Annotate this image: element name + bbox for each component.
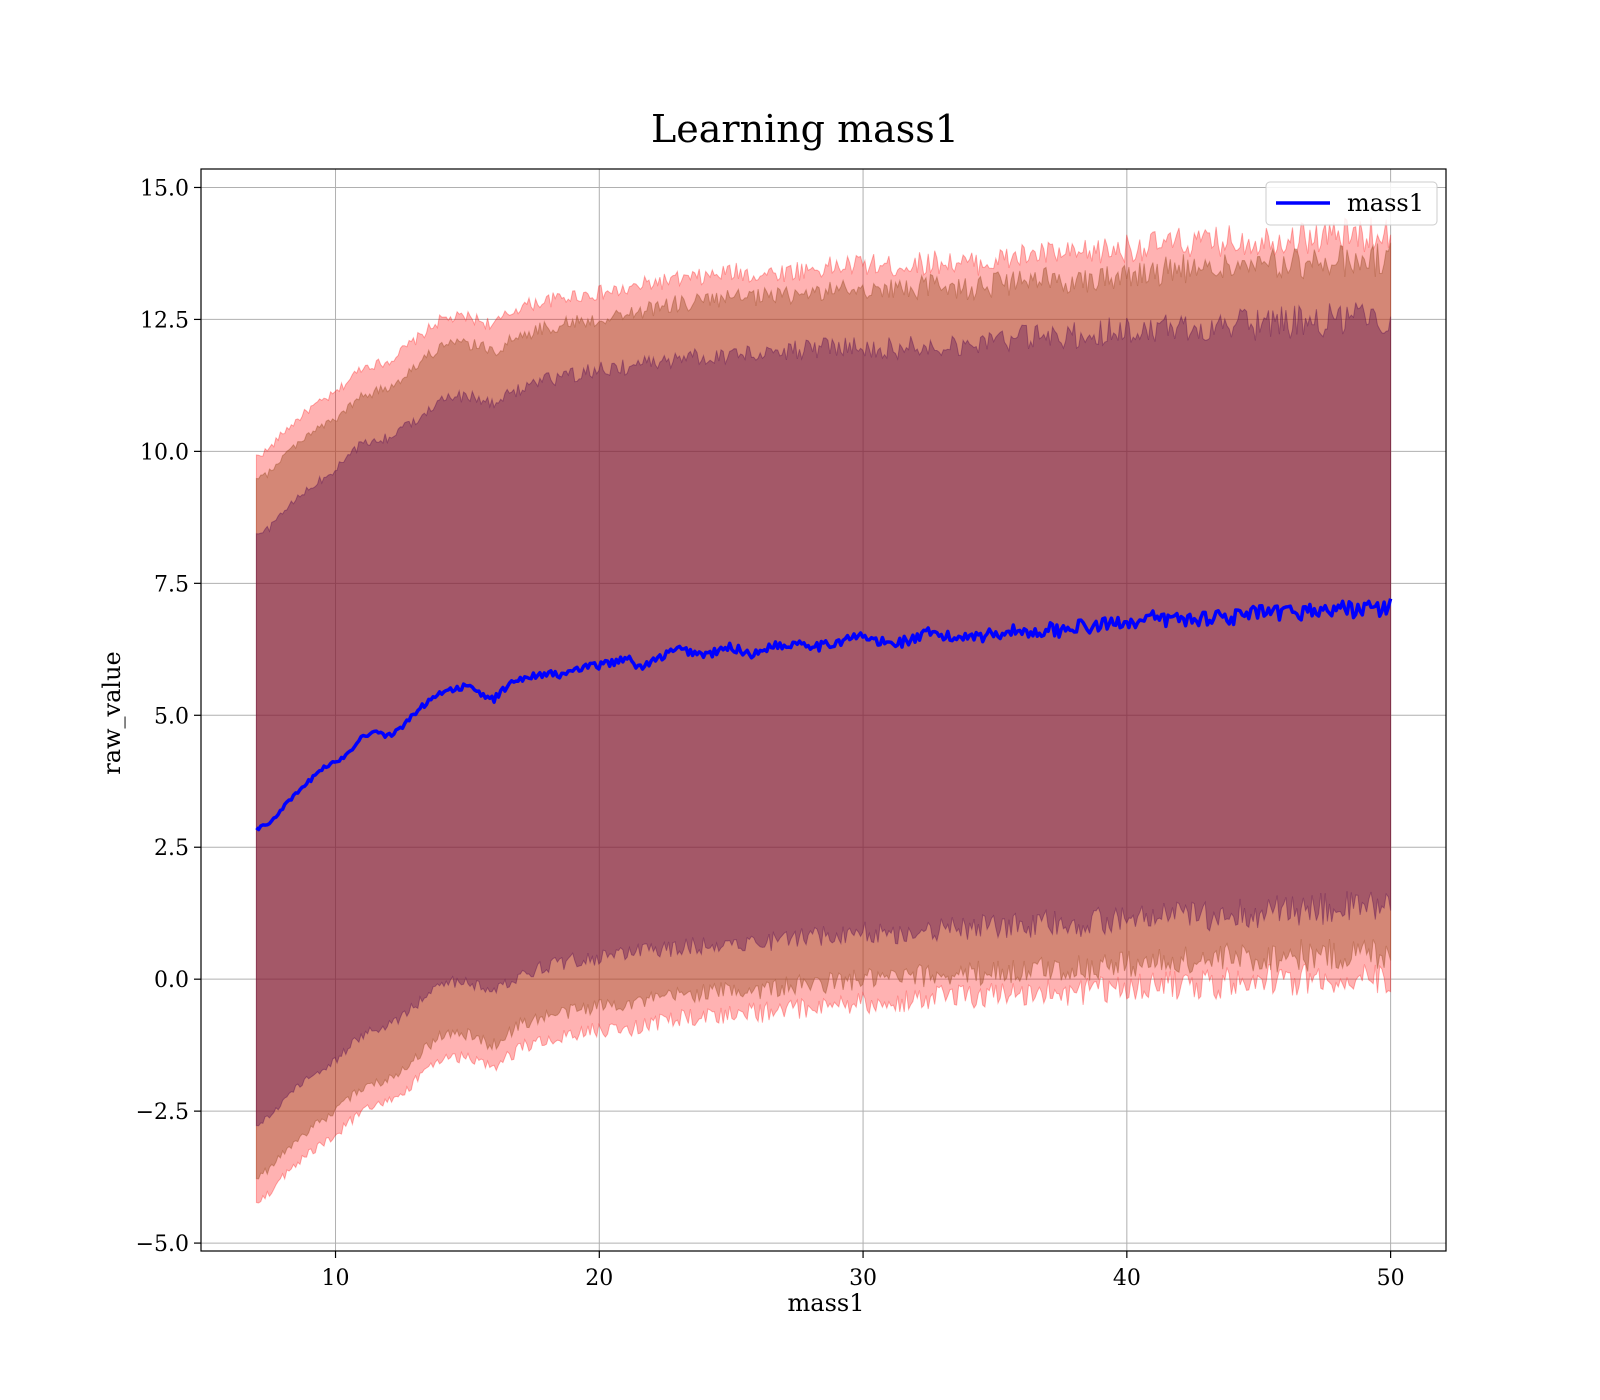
x-tick-label: 50	[1377, 1266, 1405, 1291]
y-tick-label: 10.0	[140, 440, 189, 465]
y-tick-label: 12.5	[140, 308, 189, 333]
band-inner	[255, 302, 1392, 1127]
y-tick-label: −5.0	[136, 1232, 189, 1257]
legend-entry-mass1: mass1	[1347, 189, 1424, 217]
series-line-mass1	[255, 598, 1393, 832]
x-tick-label: 40	[1113, 1266, 1141, 1291]
x-axis-label: mass1	[788, 1289, 865, 1317]
y-tick-label: 7.5	[154, 572, 189, 597]
legend-box	[1265, 181, 1438, 226]
y-tick-label: 0.0	[154, 968, 189, 993]
confidence-bands	[255, 217, 1392, 1204]
y-axis-ticks: −5.0 −2.5 0.0 2.5 5.0 7.5 10.0 12.5 15.0	[136, 176, 201, 1257]
band-outer	[255, 217, 1392, 1204]
y-tick-label: 15.0	[140, 176, 189, 201]
legend: mass1	[1265, 181, 1438, 226]
x-axis-ticks: 10 20 30 40 50	[322, 1251, 1405, 1291]
y-axis-label: raw_value	[98, 651, 126, 775]
chart-title: Learning mass1	[651, 107, 959, 151]
grid-lines	[201, 169, 1446, 1251]
plot-frame	[200, 168, 1447, 1252]
band-middle	[255, 242, 1392, 1180]
x-tick-label: 10	[322, 1266, 350, 1291]
y-tick-label: −2.5	[136, 1100, 189, 1125]
x-tick-label: 20	[585, 1266, 613, 1291]
series-lines	[255, 598, 1393, 832]
y-tick-label: 2.5	[154, 836, 189, 861]
x-tick-label: 30	[849, 1266, 877, 1291]
y-tick-label: 5.0	[154, 704, 189, 729]
